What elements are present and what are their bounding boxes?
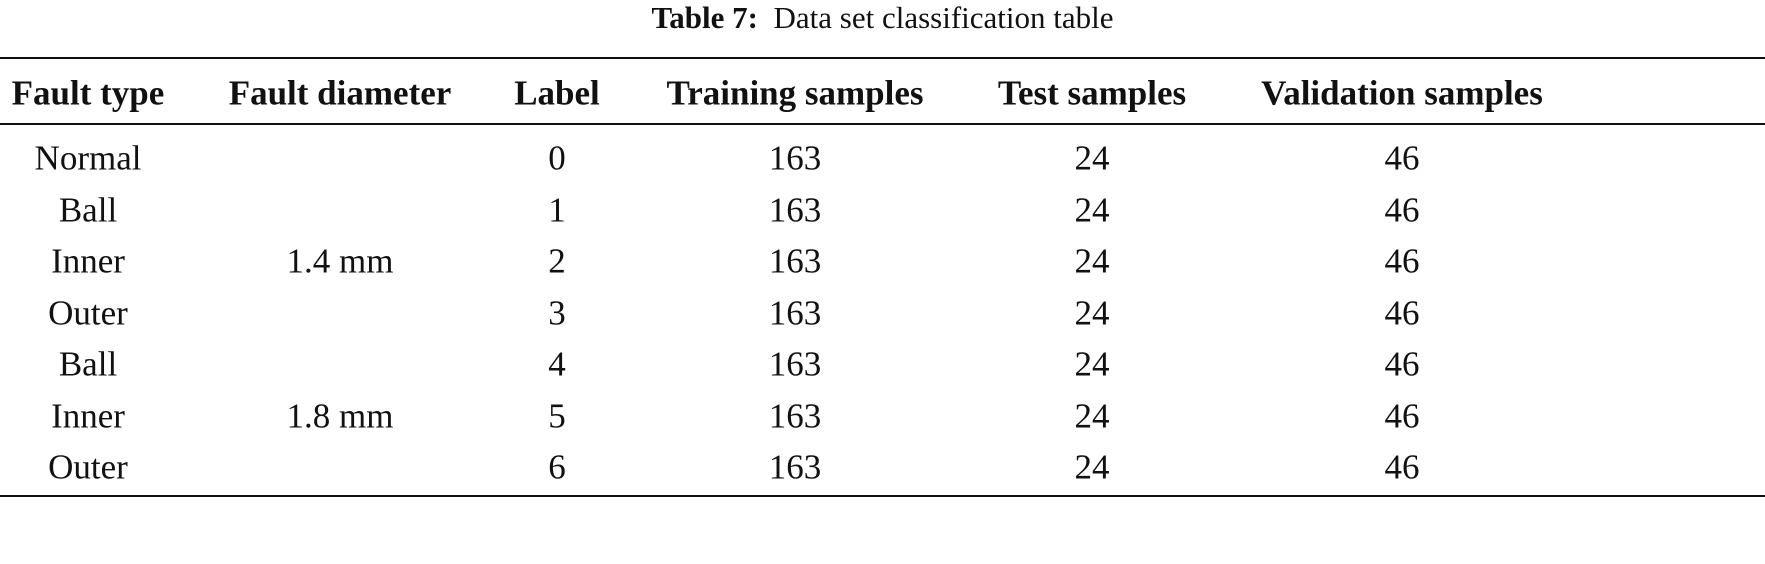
label: 0	[548, 138, 566, 178]
label: 5	[548, 396, 566, 435]
validation-samples: 46	[1384, 293, 1420, 332]
validation-samples: 46	[1384, 241, 1420, 281]
training-samples: 163	[768, 396, 822, 435]
label: 6	[548, 447, 566, 487]
training-samples: 163	[768, 241, 822, 281]
test-samples: 24	[1074, 138, 1110, 178]
fault-type: Ball	[58, 344, 118, 384]
validation-samples: 46	[1384, 138, 1420, 178]
fault-type: Inner	[51, 241, 125, 281]
column-header: Fault diameter	[228, 73, 452, 113]
caption-label: Table 7:	[651, 0, 758, 35]
test-samples: 24	[1074, 344, 1110, 384]
column-header: Test samples	[997, 73, 1187, 113]
training-samples: 163	[768, 190, 822, 229]
caption-text: Data set classification table	[773, 0, 1114, 35]
training-samples: 163	[768, 293, 822, 332]
label: 1	[548, 190, 566, 229]
test-samples: 24	[1074, 190, 1110, 229]
fault-type: Ball	[58, 190, 118, 229]
label: 4	[548, 344, 566, 384]
table-caption: Table 7: Data set classification table	[0, 0, 1765, 36]
training-samples: 163	[768, 344, 822, 384]
bottom-rule	[0, 495, 1765, 497]
fault-diameter: 1.8 mm	[286, 396, 394, 435]
test-samples: 24	[1074, 241, 1110, 281]
header-rule	[0, 123, 1765, 125]
top-rule	[0, 57, 1765, 59]
validation-samples: 46	[1384, 344, 1420, 384]
fault-type: Normal	[34, 138, 142, 178]
fault-type: Outer	[48, 447, 128, 487]
test-samples: 24	[1074, 293, 1110, 332]
validation-samples: 46	[1384, 447, 1420, 487]
test-samples: 24	[1074, 396, 1110, 435]
label: 2	[548, 241, 566, 281]
fault-type: Inner	[51, 396, 125, 435]
fault-type: Outer	[48, 293, 128, 332]
training-samples: 163	[768, 447, 822, 487]
column-header: Validation samples	[1261, 73, 1543, 113]
training-samples: 163	[768, 138, 822, 178]
column-header: Fault type	[11, 73, 165, 113]
column-header: Training samples	[666, 73, 924, 113]
label: 3	[548, 293, 566, 332]
validation-samples: 46	[1384, 190, 1420, 229]
column-header: Label	[514, 73, 600, 113]
test-samples: 24	[1074, 447, 1110, 487]
validation-samples: 46	[1384, 396, 1420, 435]
fault-diameter: 1.4 mm	[286, 241, 394, 281]
